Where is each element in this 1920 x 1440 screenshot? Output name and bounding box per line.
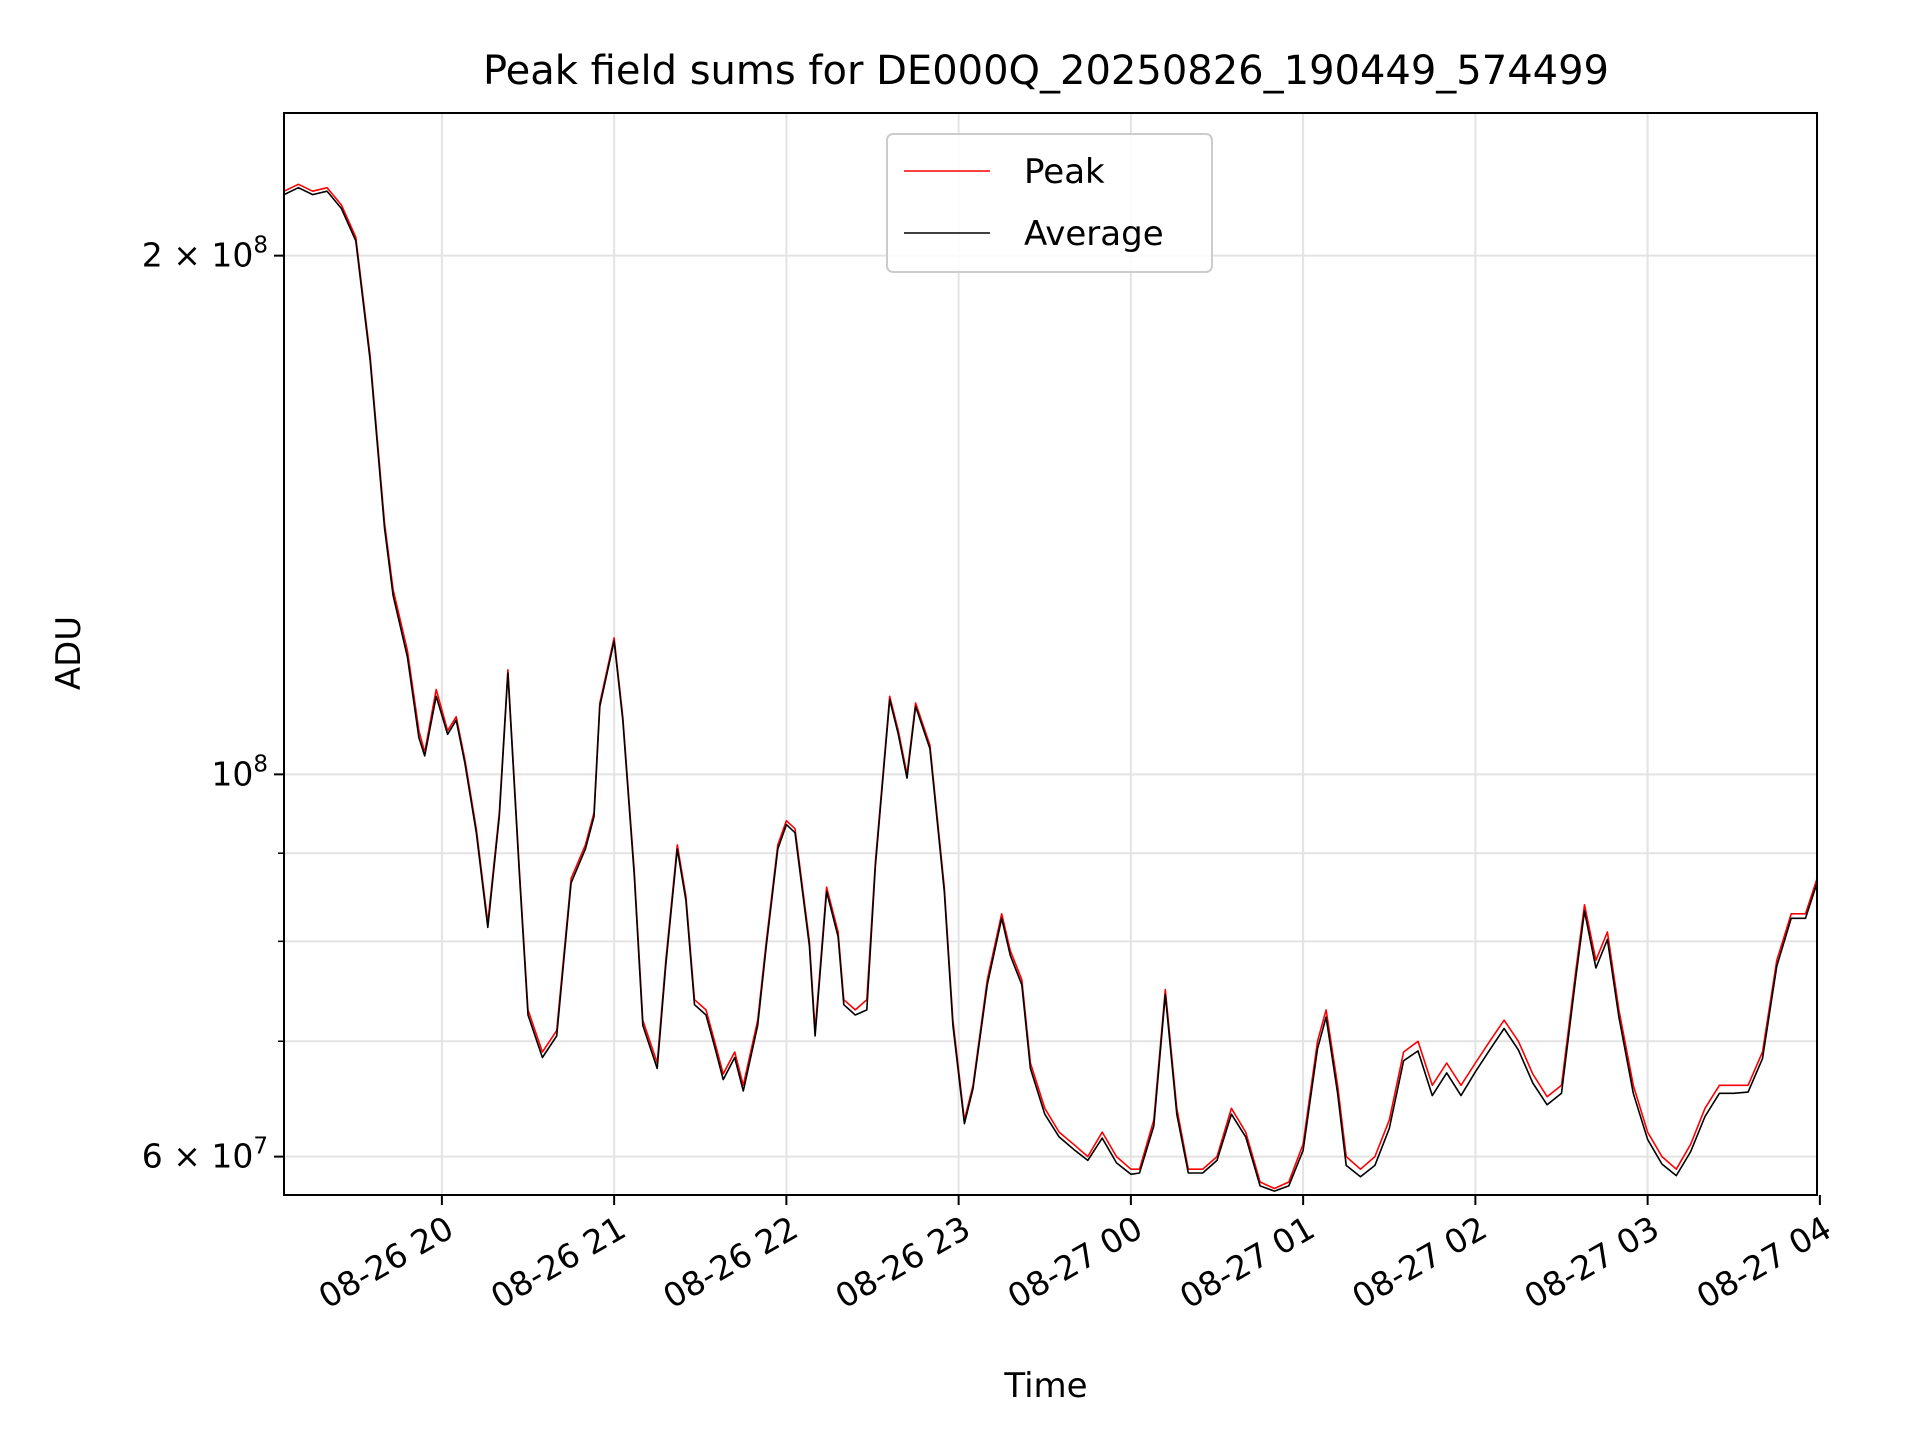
series-line-peak (284, 183, 1817, 1190)
y-tick-label: 108 (211, 751, 268, 793)
x-axis-label: Time (1003, 1366, 1087, 1406)
legend-label: Average (1024, 214, 1164, 254)
legend-box (886, 133, 1213, 273)
series-layer (284, 183, 1817, 1192)
x-gridlines (440, 113, 1649, 1195)
chart-title: Peak field sums for DE000Q_20250826_1904… (483, 48, 1609, 94)
y-tick-label: 6 × 107 (142, 1134, 268, 1176)
y-axis-label: ADU (49, 616, 89, 690)
plot-area-frame (283, 112, 1818, 1196)
y-tick-label: 2 × 108 (142, 233, 268, 275)
series-line-average (284, 186, 1817, 1192)
legend-label: Peak (1024, 152, 1105, 192)
legend: Peak Average (886, 133, 1213, 273)
y-axis-ticks: 6 × 107 108 2 × 108 (142, 233, 284, 1176)
